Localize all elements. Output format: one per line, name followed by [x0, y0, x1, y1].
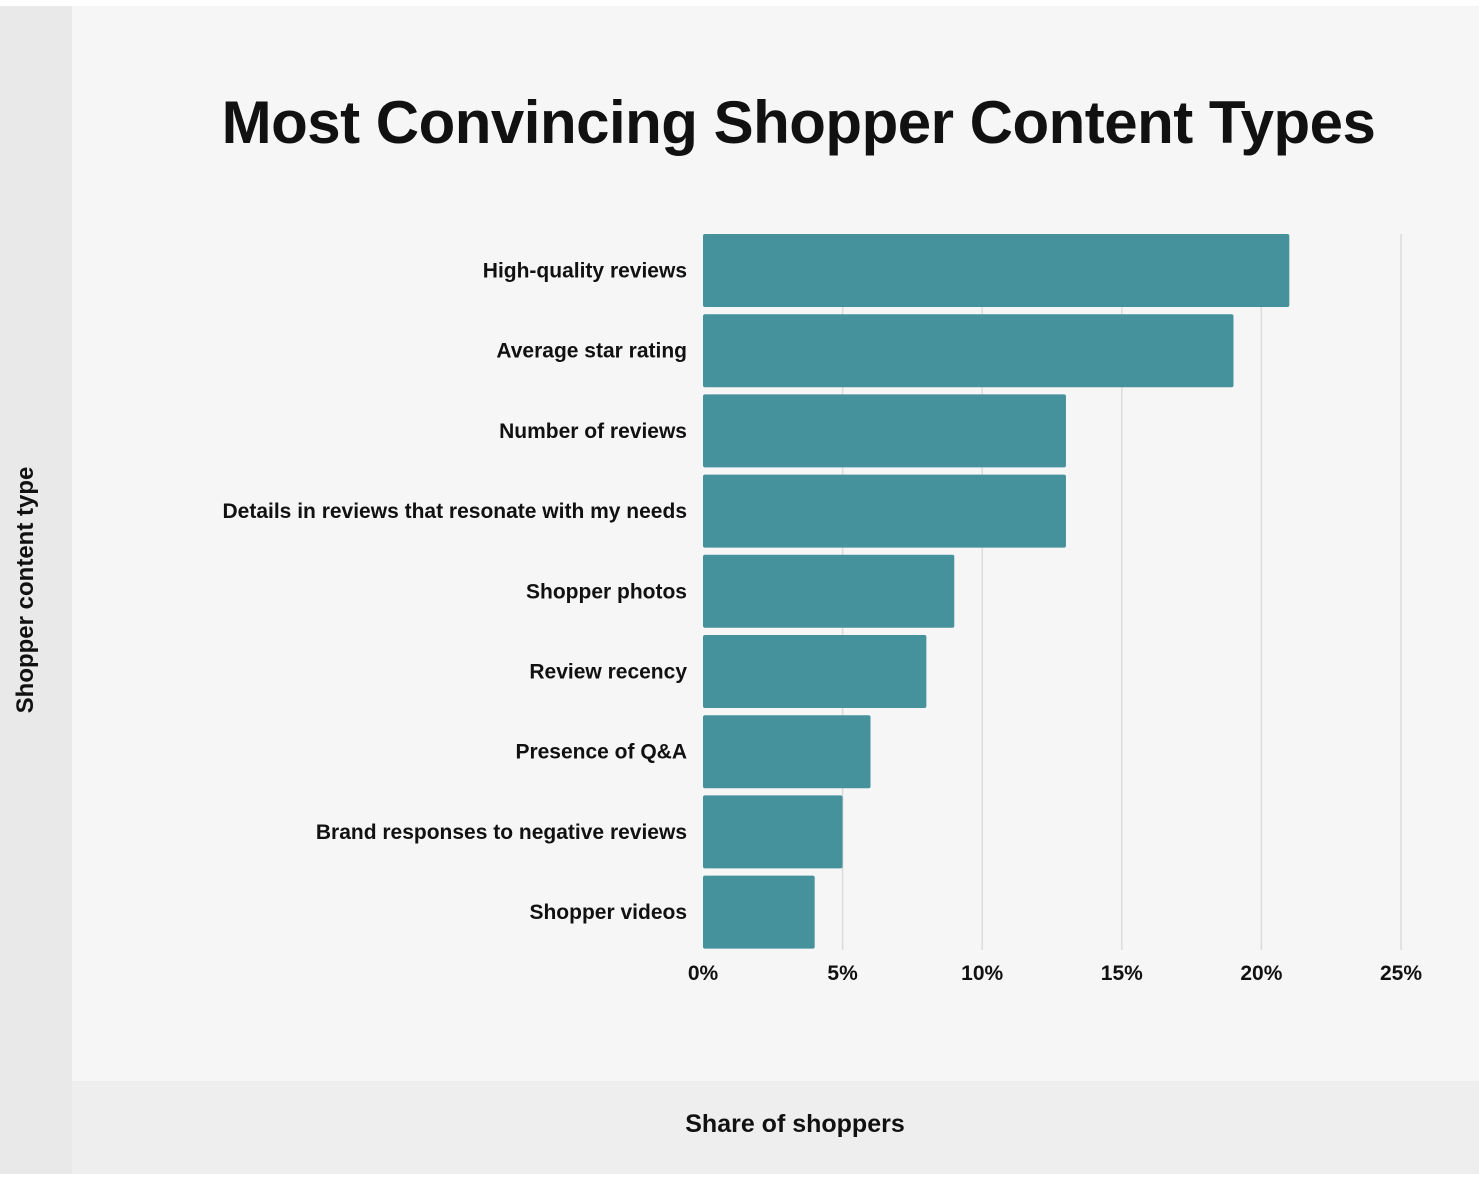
category-label: High-quality reviews [483, 260, 687, 283]
bar [703, 795, 843, 869]
x-tick-labels: 0% 5% 10% 15% 20% 25% [688, 962, 1423, 985]
bar [703, 875, 815, 949]
category-label: Shopper videos [529, 901, 687, 924]
bar [703, 635, 927, 708]
x-tick-label: 25% [1380, 962, 1422, 985]
category-label: Review recency [529, 661, 687, 684]
category-labels: High-quality reviews Average star rating N… [223, 260, 688, 925]
x-tick-label: 0% [688, 962, 719, 985]
x-tick-label: 5% [827, 962, 858, 985]
x-axis-title: Share of shoppers [685, 1110, 905, 1138]
category-label: Brand responses to negative reviews [316, 821, 687, 844]
bar [703, 554, 955, 628]
x-tick-label: 10% [961, 962, 1003, 985]
category-label: Details in reviews that resonate with my… [223, 500, 688, 523]
y-axis-title-band [0, 6, 72, 1174]
bar [703, 234, 1290, 307]
chart-title: Most Convincing Shopper Content Types [221, 89, 1376, 156]
bar [703, 314, 1234, 388]
category-label: Shopper photos [526, 580, 687, 603]
bar [703, 715, 871, 789]
bars [703, 234, 1290, 949]
bar [703, 394, 1066, 468]
x-tick-label: 20% [1240, 962, 1282, 985]
category-label: Presence of Q&A [515, 741, 687, 764]
x-axis-title-band [72, 1081, 1479, 1174]
category-label: Average star rating [496, 340, 687, 363]
x-tick-label: 15% [1101, 962, 1143, 985]
bar [703, 474, 1066, 548]
category-label: Number of reviews [499, 420, 687, 443]
